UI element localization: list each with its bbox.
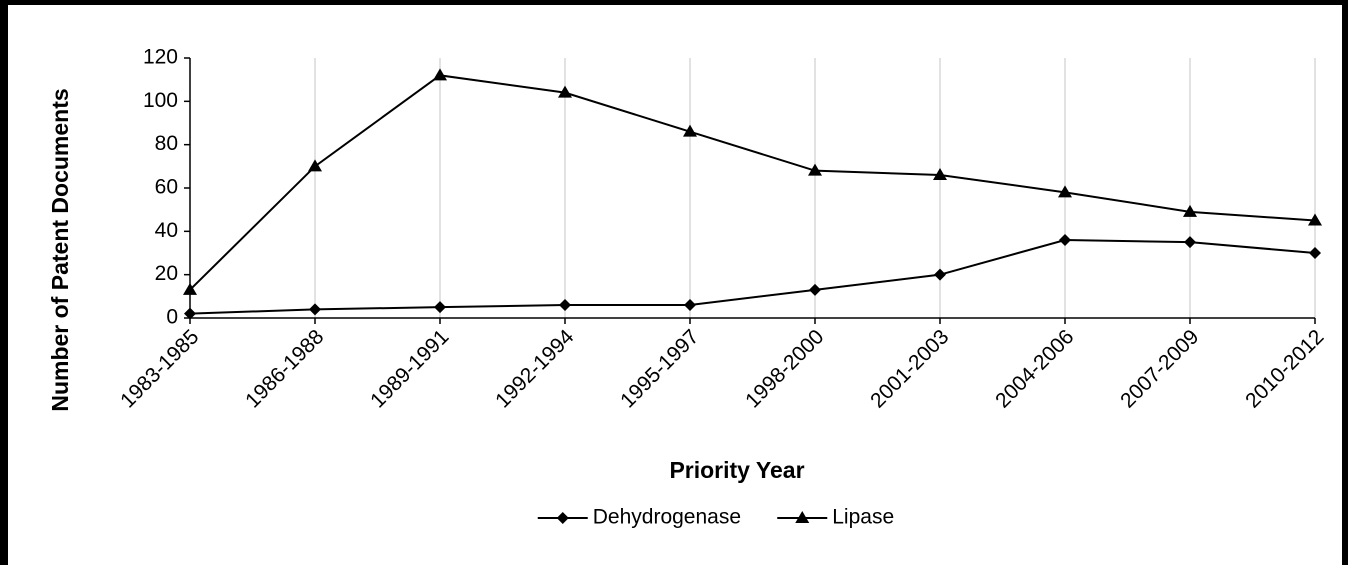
legend-marker <box>795 511 810 523</box>
legend-label: Dehydrogenase <box>593 506 741 529</box>
y-tick-label: 80 <box>155 132 178 155</box>
y-tick-label: 60 <box>155 176 178 199</box>
y-axis-title: Number of Patent Documents <box>47 88 73 411</box>
data-point <box>434 301 446 314</box>
y-tick-label: 100 <box>143 89 178 112</box>
data-point <box>1309 247 1321 259</box>
data-point <box>1059 234 1071 246</box>
data-point <box>809 283 821 296</box>
series-line <box>189 238 1316 315</box>
data-point <box>683 124 697 137</box>
data-point <box>308 159 322 172</box>
data-point <box>684 299 696 311</box>
data-point <box>309 303 321 316</box>
legend-label: Lipase <box>832 506 894 529</box>
y-tick-label: 0 <box>166 306 178 329</box>
data-point <box>934 268 946 281</box>
data-point <box>1183 204 1197 217</box>
data-point <box>933 168 947 180</box>
data-point <box>808 163 822 176</box>
data-point <box>1184 236 1196 249</box>
data-point <box>183 282 197 295</box>
legend-marker <box>556 512 569 524</box>
data-point <box>184 307 196 320</box>
chart-area <box>8 5 1342 565</box>
data-point <box>1058 185 1072 198</box>
y-tick-label: 120 <box>143 46 178 69</box>
y-tick-label: 40 <box>155 219 178 242</box>
series-line <box>189 74 1316 291</box>
x-axis-title: Priority Year <box>669 457 804 483</box>
data-point <box>1308 213 1322 226</box>
data-point <box>433 68 447 81</box>
y-tick-label: 20 <box>155 262 178 285</box>
data-point <box>558 85 572 98</box>
data-point <box>559 299 571 311</box>
